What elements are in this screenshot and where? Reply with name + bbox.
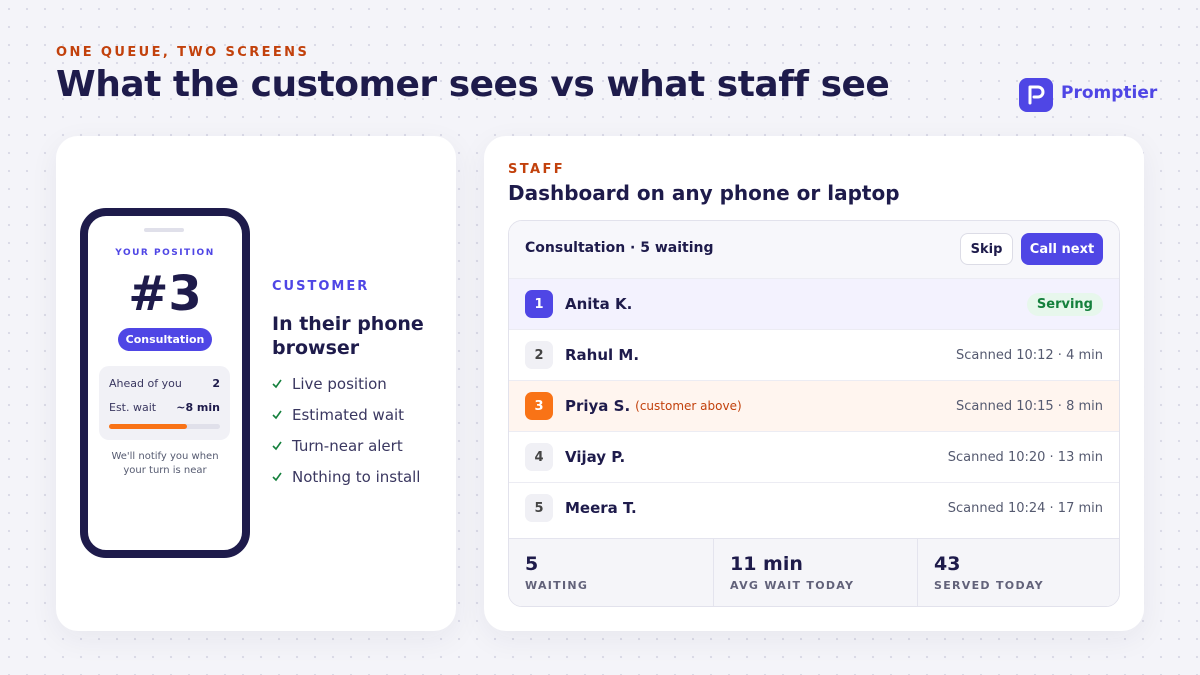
eyebrow: ONE QUEUE, TWO SCREENS [56, 45, 310, 60]
phone-notch [144, 228, 184, 232]
feature: Nothing to install [272, 461, 420, 492]
row-number: 5 [525, 494, 553, 522]
row-value: 2 [212, 377, 220, 390]
row-number: 3 [525, 392, 553, 420]
stat: 5 WAITING [509, 539, 713, 606]
check-icon [272, 441, 282, 450]
staff-title: Dashboard on any phone or laptop [508, 181, 900, 205]
logo-icon [1028, 85, 1045, 105]
check-icon [272, 379, 282, 388]
row-status: Scanned 10:24 · 17 min [947, 500, 1103, 516]
progress-track [109, 424, 220, 429]
row-name: Rahul M. [565, 346, 640, 364]
brand-name: Promptier [1061, 83, 1158, 103]
customer-title: In their phone browser [272, 313, 424, 359]
customer-eyebrow: CUSTOMER [272, 279, 370, 294]
position: #3 [128, 266, 202, 322]
staff-eyebrow: STAFF [508, 162, 566, 177]
customer-card: YOUR POSITION #3 Consultation Ahead of y… [56, 136, 456, 631]
stat-value: 11 min [730, 553, 803, 575]
stats-bar: 5 WAITING 11 min AVG WAIT TODAY 43 SERVED T… [509, 538, 1119, 606]
row-status: Scanned 10:15 · 8 min [955, 398, 1103, 414]
row-number: 4 [525, 443, 553, 471]
row-name: Priya S. [565, 397, 631, 415]
row-name: Meera T. [565, 499, 637, 517]
feature-text: Live position [292, 374, 387, 393]
row-name: Vijay P. [565, 448, 626, 466]
service-pill: Consultation [118, 328, 212, 351]
row-label: Ahead of you [109, 377, 182, 390]
row-status: Scanned 10:12 · 4 min [955, 347, 1103, 363]
call-next-button[interactable]: Call next [1021, 233, 1103, 265]
row-number: 2 [525, 341, 553, 369]
brand-logo [1019, 78, 1053, 112]
position-label: YOUR POSITION [115, 248, 215, 258]
queue-row[interactable]: 1 Anita K. Serving [509, 278, 1119, 329]
stat: 43 SERVED TODAY [917, 539, 1119, 606]
feature-text: Turn-near alert [292, 436, 403, 455]
feature: Estimated wait [272, 399, 420, 430]
queue-row[interactable]: 2 Rahul M. Scanned 10:12 · 4 min [509, 329, 1119, 380]
title: What the customer sees vs what staff see [56, 64, 890, 105]
feature-text: Estimated wait [292, 405, 405, 424]
feature: Turn-near alert [272, 430, 420, 461]
feature: Live position [272, 368, 420, 399]
row-number: 1 [525, 290, 553, 318]
notify-note: We'll notify you when your turn is near [111, 451, 219, 476]
row-name: Anita K. [565, 295, 633, 313]
stat-label: WAITING [525, 579, 589, 592]
queue-row[interactable]: 5 Meera T. Scanned 10:24 · 17 min [509, 482, 1119, 533]
check-icon [272, 410, 282, 419]
feature-list: Live position Estimated wait Turn-near a… [272, 368, 420, 492]
row-value: ~8 min [176, 401, 220, 414]
queue-title: Consultation · 5 waiting [525, 240, 714, 256]
stat-value: 5 [525, 553, 539, 575]
queue-header: Consultation · 5 waiting Skip Call next [509, 221, 1119, 278]
progress-fill [109, 424, 187, 429]
row-label: Est. wait [109, 401, 157, 414]
stat: 11 min AVG WAIT TODAY [713, 539, 917, 606]
skip-button[interactable]: Skip [960, 233, 1013, 265]
row-note: (customer above) [635, 399, 742, 413]
queue-panel: Consultation · 5 waiting Skip Call next … [508, 220, 1120, 607]
row-status: Scanned 10:20 · 13 min [947, 449, 1103, 465]
check-icon [272, 472, 282, 481]
stat-label: SERVED TODAY [934, 579, 1044, 592]
staff-card: STAFF Dashboard on any phone or laptop C… [484, 136, 1144, 631]
wait-box: Ahead of you 2 Est. wait ~8 min [99, 366, 230, 440]
phone: YOUR POSITION #3 Consultation Ahead of y… [80, 208, 250, 558]
feature-text: Nothing to install [292, 467, 421, 486]
stat-label: AVG WAIT TODAY [730, 579, 855, 592]
queue-row[interactable]: 3 Priya S. (customer above) Scanned 10:1… [509, 380, 1119, 431]
stat-value: 43 [934, 553, 961, 575]
queue-row[interactable]: 4 Vijay P. Scanned 10:20 · 13 min [509, 431, 1119, 482]
row-status: Serving [1026, 292, 1103, 316]
